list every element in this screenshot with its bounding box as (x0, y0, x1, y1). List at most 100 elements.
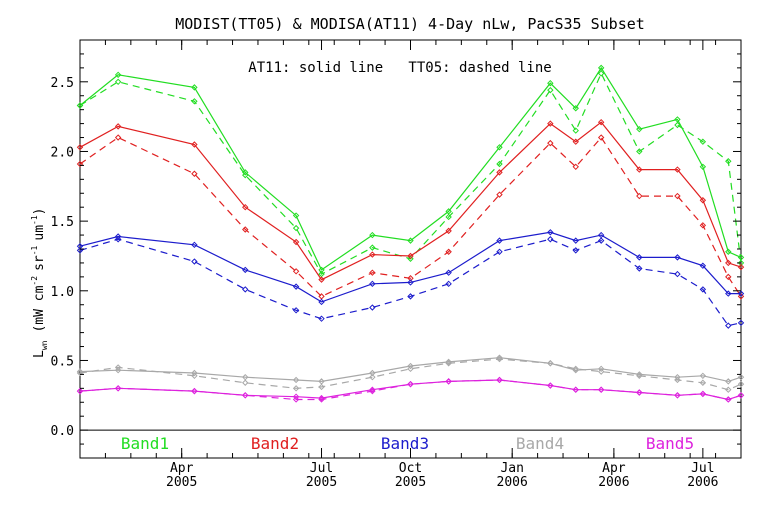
y-label-exp-c: -1 (30, 215, 39, 225)
band3-tt05-point (496, 248, 503, 255)
y-label-units-c: um (32, 225, 47, 241)
band2-tt05-point (445, 248, 452, 255)
band2-at11-point (737, 263, 745, 271)
band3-at11-point (292, 283, 300, 290)
band4-tt05-point (547, 360, 554, 367)
band5-tt05-point (636, 389, 643, 396)
band3-at11-point (636, 254, 643, 261)
band2-at11-point (407, 252, 414, 260)
band1-tt05-point (496, 160, 503, 168)
band2-at11-point (636, 166, 643, 173)
band2-tt05-point (572, 163, 579, 171)
band5-tt05-point (572, 386, 579, 393)
band1-at11-point (318, 266, 325, 274)
band1-at11-point (292, 212, 300, 219)
band3-tt05-point (292, 307, 300, 314)
band3-tt05-point (699, 286, 707, 293)
band2-at11-point (699, 197, 707, 204)
band3-tt05-point (636, 265, 643, 272)
band2-at11-point (76, 144, 84, 151)
band3-tt05-point (725, 322, 732, 329)
band3-at11-point (407, 279, 414, 286)
series-band3 (76, 229, 745, 329)
band1-tt05-point (191, 98, 198, 105)
band1-tt05-line (79, 71, 742, 275)
x-tick-year: 2006 (598, 475, 629, 490)
y-tick-label: 2.5 (51, 76, 74, 91)
band2-at11-point (674, 166, 681, 173)
band2-at11-point (191, 141, 198, 148)
band3-at11-point (572, 237, 579, 244)
y-label-units-d: ) (32, 208, 47, 216)
y-label-subscript: wn (40, 340, 49, 350)
band3-at11-point (445, 269, 452, 276)
band3-at11-point (547, 229, 554, 236)
band2-at11-point (369, 251, 376, 258)
band3-at11-point (725, 290, 732, 297)
band4-tt05-point (699, 379, 707, 386)
legend-band2: Band2 (251, 434, 299, 453)
band2-tt05-point (242, 226, 249, 233)
y-tick-label: 2.0 (51, 145, 74, 160)
y-label-exp-b: -1 (30, 245, 39, 255)
band4-tt05-point (407, 365, 414, 373)
band4-tt05-point (114, 364, 122, 371)
band3-at11-point (737, 290, 745, 297)
band3-tt05-point (597, 237, 605, 244)
band4-at11-point (407, 362, 414, 370)
legend: Band1 Band2 Band3 Band4 Band5 (121, 434, 694, 453)
band4-tt05-point (318, 383, 325, 391)
y-label-units-b: sr (32, 255, 47, 271)
band1-tt05-point (114, 78, 122, 86)
band1-tt05-point (407, 255, 414, 262)
band5-tt05-point (699, 390, 707, 398)
band1-at11-point (369, 231, 376, 239)
band3-at11-point (318, 298, 325, 306)
band3-tt05-point (114, 236, 122, 243)
band4-tt05-point (76, 369, 84, 377)
band1-at11-point (572, 105, 579, 112)
band3-at11-point (699, 262, 707, 269)
y-tick-label: 0.5 (51, 354, 74, 369)
band2-at11-point (547, 120, 554, 127)
band5-tt05-point (242, 392, 249, 399)
y-tick-label: 0.0 (51, 424, 74, 439)
band5-at11-point (369, 386, 376, 393)
band5-tt05-point (292, 396, 300, 403)
band2-tt05-point (597, 134, 605, 141)
band2-at11-point (496, 169, 503, 176)
band4-tt05-line (79, 358, 742, 391)
plot-area (76, 39, 745, 459)
band2-tt05-point (699, 222, 707, 229)
band3-tt05-point (76, 247, 84, 254)
plot-frame (79, 39, 742, 459)
band3-at11-point (191, 241, 198, 249)
band5-at11-point (318, 394, 325, 402)
band5-tt05-point (725, 396, 732, 403)
band4-at11-point (737, 373, 745, 381)
band3-at11-point (674, 254, 681, 261)
band1-tt05-point (292, 224, 300, 232)
band1-tt05-point (242, 171, 249, 179)
band4-tt05-point (636, 372, 643, 380)
band3-tt05-point (737, 319, 745, 327)
y-label-symbol: L (32, 350, 47, 358)
band1-tt05-point (547, 86, 554, 94)
band1-at11-point (191, 84, 198, 91)
band3-tt05-point (547, 236, 554, 243)
band2-at11-point (242, 203, 249, 211)
band2-tt05-point (547, 139, 554, 147)
band3-at11-line (79, 231, 741, 303)
band5-tt05-point (445, 378, 452, 385)
band4-at11-point (496, 354, 503, 361)
x-tick-month: Jan (500, 461, 523, 476)
band3-tt05-point (445, 280, 452, 288)
band1-at11-point (242, 169, 249, 176)
series-band1 (76, 64, 745, 278)
x-tick-month: Apr (602, 461, 626, 476)
band2-tt05-line (79, 136, 742, 298)
legend-band3: Band3 (381, 434, 429, 453)
band2-tt05-point (292, 268, 300, 275)
y-label-units-a: (mW cm (32, 285, 47, 332)
band4-tt05-point (292, 385, 300, 392)
